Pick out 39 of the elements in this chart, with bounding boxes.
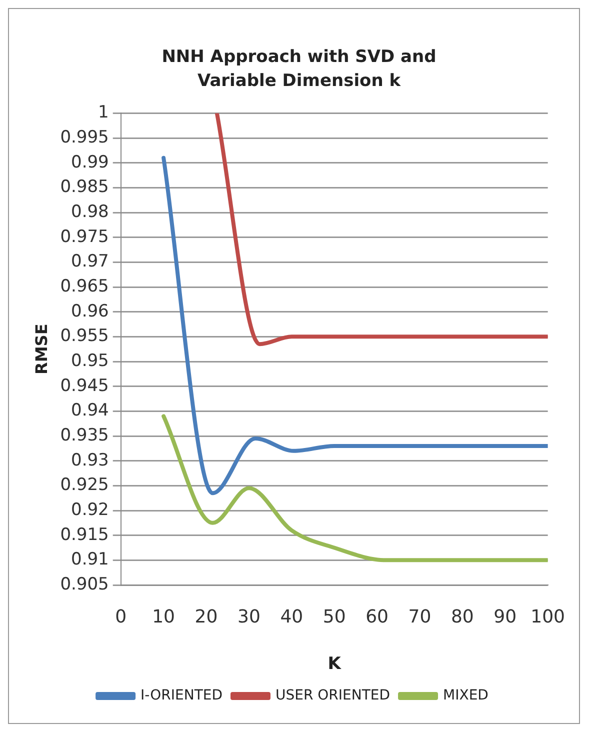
y-tick-label: 0.97 xyxy=(71,252,109,272)
y-tick-label: 0.94 xyxy=(71,400,109,421)
y-tick-label: 0.905 xyxy=(60,574,109,594)
x-tick-label: 100 xyxy=(530,606,565,628)
y-tick-label: 0.91 xyxy=(71,550,109,570)
y-tick-label: 0.99 xyxy=(71,152,109,172)
x-axis-title: K xyxy=(328,654,342,674)
y-tick-label: 0.975 xyxy=(60,226,109,247)
x-tick-label: 20 xyxy=(194,606,218,628)
y-tick-label: 0.945 xyxy=(60,376,109,396)
line-series xyxy=(162,414,548,562)
x-tick-label: 90 xyxy=(494,606,517,628)
x-tick-label: 10 xyxy=(152,606,176,628)
y-tick-label: 1 xyxy=(98,102,109,123)
x-tick-label: 70 xyxy=(408,606,432,628)
x-tick-label: 0 xyxy=(115,606,127,628)
y-tick-label: 0.95 xyxy=(71,350,109,371)
legend-label: USER ORIENTED xyxy=(275,688,390,704)
chart-title: NNH Approach with SVD and Variable Dimension k xyxy=(160,46,438,93)
y-tick-label: 0.98 xyxy=(71,202,109,222)
y-tick-label: 0.965 xyxy=(60,276,109,296)
x-tick-label: 60 xyxy=(366,606,388,628)
y-axis-title: RMSE xyxy=(32,324,51,374)
x-tick-label: 50 xyxy=(322,606,346,628)
x-tick-label: 40 xyxy=(280,606,304,628)
legend-label: I-ORIENTED xyxy=(140,688,223,704)
y-tick-label: 0.915 xyxy=(60,524,109,545)
x-tick-label: 80 xyxy=(450,606,474,628)
x-tick-label: 30 xyxy=(238,606,260,628)
line-series xyxy=(162,156,548,496)
y-tick-label: 0.935 xyxy=(60,425,109,446)
y-tick-label: 0.92 xyxy=(71,500,109,520)
y-tick-label: 0.995 xyxy=(60,127,109,148)
y-tick-label: 0.96 xyxy=(71,301,109,322)
y-tick-label: 0.93 xyxy=(71,450,109,470)
legend-label: MIXED xyxy=(443,688,488,704)
y-tick-label: 0.985 xyxy=(60,177,109,198)
y-tick-label: 0.925 xyxy=(60,475,109,496)
y-tick-label: 0.955 xyxy=(60,326,109,346)
